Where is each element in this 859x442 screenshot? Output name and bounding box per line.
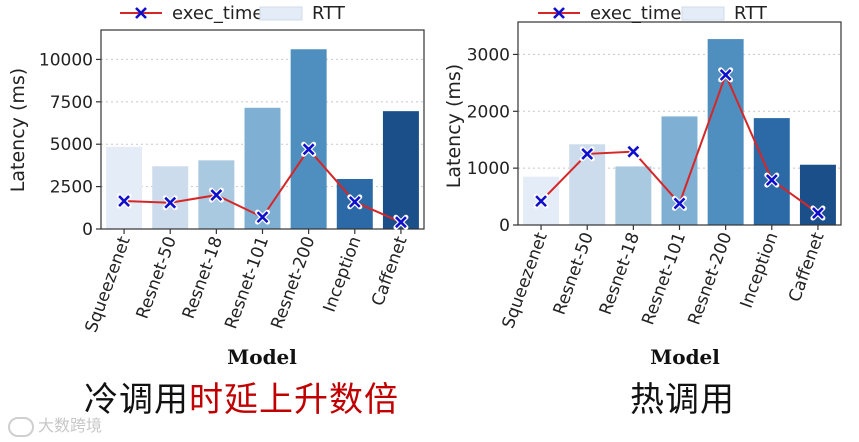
warm-xtick-label: Squeezenet bbox=[499, 230, 552, 332]
warm-exec-marker-resnet-18 bbox=[627, 145, 640, 158]
cold-legend-exec-time: exec_time bbox=[172, 3, 264, 24]
warm-ytick-label: 0 bbox=[499, 216, 510, 236]
cold-legend-rtt-swatch bbox=[259, 6, 303, 21]
warm-legend-rtt: RTT bbox=[734, 3, 768, 24]
cold-bar-resnet-200 bbox=[290, 49, 327, 230]
cold-xtick-label: Resnet-101 bbox=[221, 234, 273, 332]
watermark-text: 大数跨境 bbox=[38, 416, 103, 435]
cold-bar-squeezenet bbox=[106, 146, 143, 229]
warm-ytick-label: 3000 bbox=[467, 45, 510, 65]
cold-exec-marker-caffenet bbox=[395, 216, 407, 229]
warm-exec-marker-inception bbox=[765, 174, 778, 187]
watermark: 大数跨境 bbox=[8, 412, 102, 437]
warm-bar-resnet-18 bbox=[615, 166, 652, 225]
warm-xtick-label: Resnet-18 bbox=[596, 230, 644, 318]
warm-bar-inception bbox=[753, 118, 790, 225]
cold-exec-marker-inception bbox=[348, 195, 361, 208]
cold-ytick-label: 7500 bbox=[50, 93, 93, 113]
cold-bar-resnet-50 bbox=[152, 166, 189, 229]
cold-ytick-label: 5000 bbox=[50, 135, 93, 155]
warm-legend-marker-icon bbox=[553, 7, 565, 19]
warm-exec-marker-resnet-101 bbox=[673, 197, 686, 210]
cold-ytick-label: 10000 bbox=[39, 50, 93, 70]
caption-latency-increase: 时延上升数倍 bbox=[189, 380, 399, 420]
cold-ytick-label: 2500 bbox=[50, 178, 93, 198]
warm-xtick-label: Resnet-101 bbox=[638, 230, 690, 328]
warm-xtick-label: Caffenet bbox=[785, 230, 829, 305]
cold-ytick-label: 0 bbox=[82, 220, 93, 240]
cold-bar-caffenet bbox=[382, 111, 419, 229]
warm-xlabel: Model bbox=[650, 345, 720, 369]
warm-ytick-label: 2000 bbox=[467, 102, 510, 122]
warm-exec-marker-caffenet bbox=[812, 207, 824, 219]
caption-cold-call-label: 冷调用 bbox=[84, 380, 189, 420]
warm-xtick-label: Resnet-50 bbox=[550, 230, 598, 318]
cold-xtick-label: Squeezenet bbox=[82, 234, 135, 336]
cold-exec-marker-resnet-50 bbox=[164, 196, 177, 209]
warm-legend-rtt-swatch bbox=[681, 6, 725, 21]
warm-legend-exec-time: exec_time bbox=[590, 3, 682, 24]
cold-xtick-label: Resnet-50 bbox=[133, 234, 181, 322]
cold-exec-marker-resnet-101 bbox=[256, 211, 269, 224]
cold-xtick-label: Resnet-18 bbox=[179, 234, 227, 322]
cold-bar-resnet-101 bbox=[244, 107, 281, 229]
caption-warm-call: 热调用 bbox=[630, 380, 735, 420]
warm-ytick-label: 1000 bbox=[467, 159, 510, 179]
warm-xtick-label: Resnet-200 bbox=[684, 230, 736, 328]
cold-legend-marker-icon bbox=[135, 7, 147, 19]
warm-bar-resnet-50 bbox=[569, 144, 606, 225]
warm-exec-marker-resnet-50 bbox=[581, 148, 594, 160]
warm-bar-resnet-200 bbox=[707, 39, 744, 225]
cold-legend-rtt: RTT bbox=[312, 3, 346, 24]
warm-exec-marker-squeezenet bbox=[535, 195, 547, 208]
warm-exec-marker-resnet-200 bbox=[719, 68, 732, 81]
cold-exec-marker-resnet-200 bbox=[302, 143, 315, 156]
cold-exec-marker-resnet-18 bbox=[210, 189, 223, 202]
cold-xlabel: Model bbox=[227, 345, 297, 369]
caption-cold-call: 冷调用时延上升数倍 bbox=[84, 372, 399, 421]
warm-ylabel: Latency (ms) bbox=[443, 64, 465, 188]
cold-exec-marker-squeezenet bbox=[118, 195, 130, 207]
cold-ylabel: Latency (ms) bbox=[7, 68, 29, 192]
cold-xtick-label: Resnet-200 bbox=[267, 234, 319, 332]
watermark-logo-icon bbox=[8, 416, 34, 437]
cold-xtick-label: Caffenet bbox=[368, 234, 412, 309]
cold-xtick-label: Inception bbox=[320, 234, 366, 315]
warm-xtick-label: Inception bbox=[737, 230, 783, 311]
